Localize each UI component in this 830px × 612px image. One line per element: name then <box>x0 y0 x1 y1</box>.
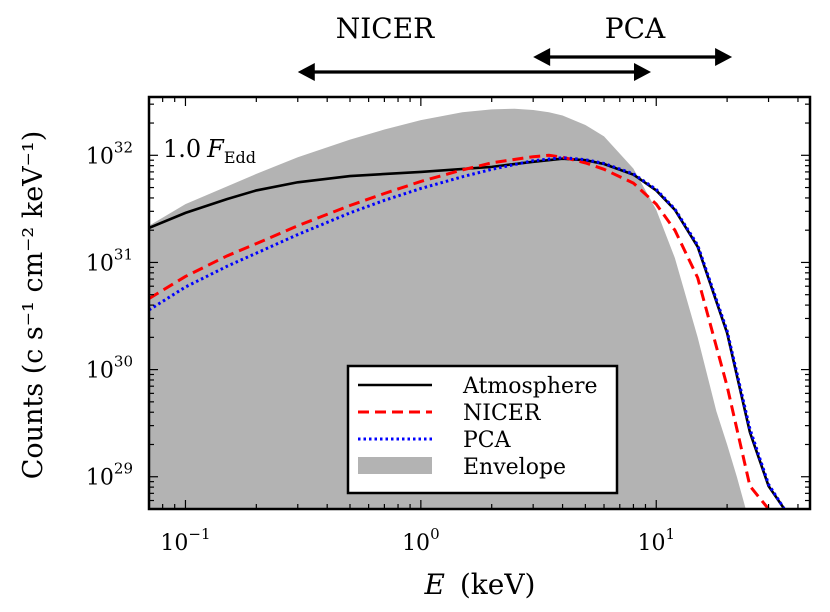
legend-nicer-label: NICER <box>463 401 542 426</box>
x-tick-label: 10−1 <box>160 525 210 556</box>
pca-range-arrow <box>533 48 733 66</box>
nicer-range-label: NICER <box>336 12 435 45</box>
x-axis-label: E (keV) <box>424 568 536 601</box>
nicer-curve <box>149 153 770 509</box>
y-tick-label: 1032 <box>86 138 133 169</box>
y-tick-label: 1030 <box>86 353 133 384</box>
plot-frame <box>147 95 812 511</box>
pca-range-label: PCA <box>605 12 666 45</box>
pca-curve <box>149 156 786 509</box>
y-tick-label: 1031 <box>86 245 133 276</box>
x-tick-label: 101 <box>637 525 675 556</box>
y-tick-label: 1029 <box>86 460 133 491</box>
legend-pca-label: PCA <box>463 428 512 453</box>
y-axis-label: Counts (c s⁻¹ cm⁻² keV⁻¹) <box>18 131 49 480</box>
flux-annotation: 1.0 FEdd <box>163 135 256 167</box>
legend-envelope-swatch <box>358 457 432 474</box>
x-tick-label: 100 <box>402 525 440 556</box>
atmosphere-curve <box>149 157 786 509</box>
legend-atmosphere-label: Atmosphere <box>462 374 598 399</box>
legend: Atmosphere NICER PCA Envelope <box>346 364 619 495</box>
nicer-range-arrow <box>297 63 651 81</box>
legend-envelope-label: Envelope <box>463 455 566 480</box>
